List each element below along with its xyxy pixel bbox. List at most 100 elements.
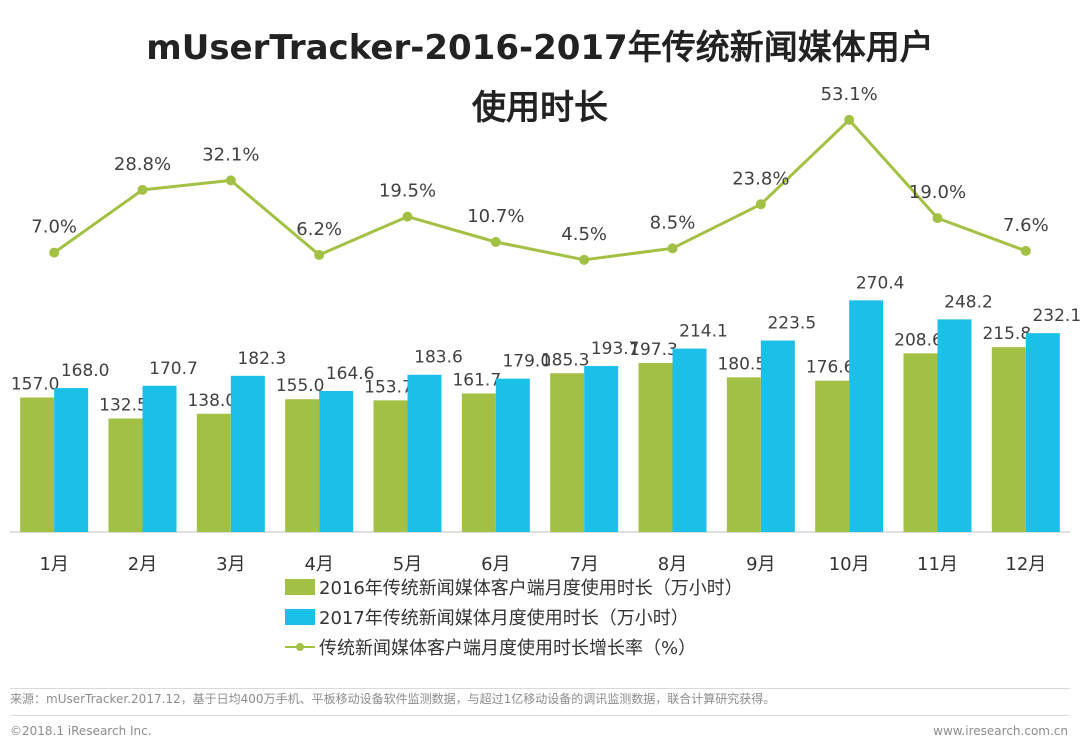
label-2017-3: 182.3 — [237, 349, 286, 369]
bar-2016-3 — [196, 413, 231, 532]
legend-label-2016: 2016年传统新闻媒体客户端月度使用时长（万小时） — [319, 578, 743, 599]
bar-2016-12 — [991, 347, 1026, 532]
bar-2017-8 — [672, 348, 707, 532]
bar-2016-11 — [903, 353, 938, 532]
label-2016-1: 157.0 — [11, 375, 60, 395]
growth-rate-point-11 — [932, 213, 943, 224]
legend-swatch-growth-rate — [285, 639, 315, 655]
legend-swatch-2016 — [285, 579, 315, 595]
x-tick-6: 6月 — [481, 554, 510, 575]
growth-rate-point-6 — [490, 236, 501, 247]
x-tick-8: 8月 — [658, 554, 687, 575]
label-2017-4: 164.6 — [326, 364, 375, 384]
bar-2017-4 — [319, 390, 354, 532]
bar-2016-6 — [461, 393, 496, 532]
label-2017-2: 170.7 — [149, 359, 198, 379]
footer-divider-top — [10, 688, 1070, 689]
bar-2016-2 — [108, 418, 143, 532]
bar-2016-5 — [373, 400, 408, 532]
site-url: www.iresearch.com.cn — [933, 724, 1068, 738]
x-tick-5: 5月 — [393, 554, 422, 575]
bar-2017-9 — [760, 340, 795, 532]
bar-2016-10 — [815, 380, 850, 532]
legend-swatch-2017 — [285, 609, 315, 625]
label-2017-12: 232.1 — [1032, 306, 1080, 326]
growth-rate-label-9: 23.8% — [732, 168, 789, 189]
chart-title-line2: 使用时长 — [472, 88, 608, 128]
bar-2016-7 — [550, 373, 585, 532]
bar-2016-1 — [20, 397, 55, 532]
bar-2017-3 — [230, 375, 265, 532]
bar-2017-1 — [54, 388, 89, 532]
footer-divider-bottom — [10, 715, 1070, 716]
x-tick-3: 3月 — [216, 554, 245, 575]
growth-rate-label-3: 32.1% — [202, 144, 259, 165]
growth-rate-point-2 — [137, 184, 148, 195]
growth-rate-label-7: 4.5% — [561, 224, 607, 245]
x-tick-11: 11月 — [917, 554, 958, 575]
growth-rate-point-4 — [314, 249, 325, 260]
x-tick-10: 10月 — [829, 554, 870, 575]
growth-rate-line — [53, 118, 1027, 262]
label-2017-7: 193.7 — [591, 339, 640, 359]
growth-rate-label-10: 53.1% — [821, 84, 878, 105]
bar-2017-7 — [584, 366, 619, 532]
chart-title: mUserTracker-2016-2017年传统新闻媒体用户 使用时长 — [0, 18, 1080, 138]
bar-2016-4 — [285, 399, 320, 532]
growth-rate-label-6: 10.7% — [467, 206, 524, 227]
x-tick-9: 9月 — [746, 554, 775, 575]
x-tick-2: 2月 — [128, 554, 157, 575]
growth-rate-point-10 — [844, 114, 855, 125]
bar-2017-5 — [407, 374, 442, 532]
legend-label-growth-rate: 传统新闻媒体客户端月度使用时长增长率（%） — [319, 638, 697, 659]
bar-2017-2 — [142, 385, 177, 532]
x-tick-7: 7月 — [569, 554, 598, 575]
x-tick-12: 12月 — [1005, 554, 1046, 575]
growth-rate-label-1: 7.0% — [31, 217, 77, 238]
growth-rate-label-11: 19.0% — [909, 182, 966, 203]
growth-rate-point-1 — [49, 247, 60, 258]
growth-rate-point-12 — [1020, 245, 1031, 256]
label-2017-9: 223.5 — [767, 314, 816, 334]
label-2016-9: 180.5 — [717, 354, 766, 374]
growth-rate-point-9 — [755, 199, 766, 210]
bar-2017-10 — [849, 300, 884, 532]
legend-item-growth-rate[interactable]: 传统新闻媒体客户端月度使用时长增长率（%） — [285, 632, 743, 662]
label-2016-2: 132.5 — [99, 395, 148, 415]
growth-rate-point-8 — [667, 243, 678, 254]
bar-2017-12 — [1025, 333, 1060, 532]
legend: 2016年传统新闻媒体客户端月度使用时长（万小时） 2017年传统新闻媒体月度使… — [285, 572, 743, 662]
label-2016-11: 208.6 — [894, 330, 943, 350]
source-note: 来源：mUserTracker.2017.12，基于日均400万手机、平板移动设… — [10, 692, 776, 706]
bar-2016-9 — [726, 377, 761, 532]
growth-rate-label-8: 8.5% — [650, 212, 696, 233]
growth-rate-label-12: 7.6% — [1003, 215, 1049, 236]
label-2017-6: 179.0 — [502, 352, 551, 372]
label-2016-10: 176.6 — [806, 358, 855, 378]
label-2017-8: 214.1 — [679, 322, 728, 342]
x-tick-1: 1月 — [39, 554, 68, 575]
bar-2016-8 — [638, 362, 673, 532]
growth-rate-label-4: 6.2% — [296, 219, 342, 240]
label-2017-5: 183.6 — [414, 348, 463, 368]
x-tick-4: 4月 — [304, 554, 333, 575]
label-2016-5: 153.7 — [364, 377, 413, 397]
label-2016-4: 155.0 — [276, 376, 325, 396]
growth-rate-point-5 — [402, 211, 413, 222]
growth-rate-point-3 — [225, 175, 236, 186]
label-2017-10: 270.4 — [856, 273, 905, 293]
chart-title-line1: mUserTracker-2016-2017年传统新闻媒体用户 — [146, 28, 934, 68]
growth-rate-label-5: 19.5% — [379, 181, 436, 202]
label-2017-1: 168.0 — [61, 361, 110, 381]
label-2017-11: 248.2 — [944, 292, 993, 312]
bar-2017-11 — [937, 319, 972, 532]
legend-label-2017: 2017年传统新闻媒体月度使用时长（万小时） — [319, 608, 689, 629]
bar-2017-6 — [495, 378, 530, 532]
legend-item-2016[interactable]: 2016年传统新闻媒体客户端月度使用时长（万小时） — [285, 572, 743, 602]
label-2016-12: 215.8 — [982, 324, 1031, 344]
growth-rate-label-2: 28.8% — [114, 154, 171, 175]
label-2016-3: 138.0 — [187, 391, 236, 411]
growth-rate-point-7 — [579, 254, 590, 265]
legend-item-2017[interactable]: 2017年传统新闻媒体月度使用时长（万小时） — [285, 602, 743, 632]
